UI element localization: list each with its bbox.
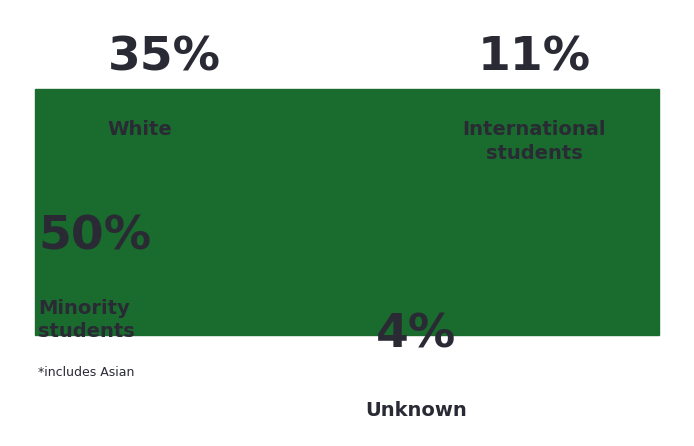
Text: Unknown: Unknown [366,401,467,421]
Text: 50%: 50% [38,214,151,259]
Text: 4%: 4% [376,312,457,357]
Text: 35%: 35% [108,36,221,81]
Bar [35,89,659,334]
Text: *includes Asian: *includes Asian [38,366,135,379]
Text: 11%: 11% [477,36,591,81]
Text: White: White [108,120,172,140]
Text: International
students: International students [463,120,606,163]
Text: Minority
students: Minority students [38,299,135,341]
